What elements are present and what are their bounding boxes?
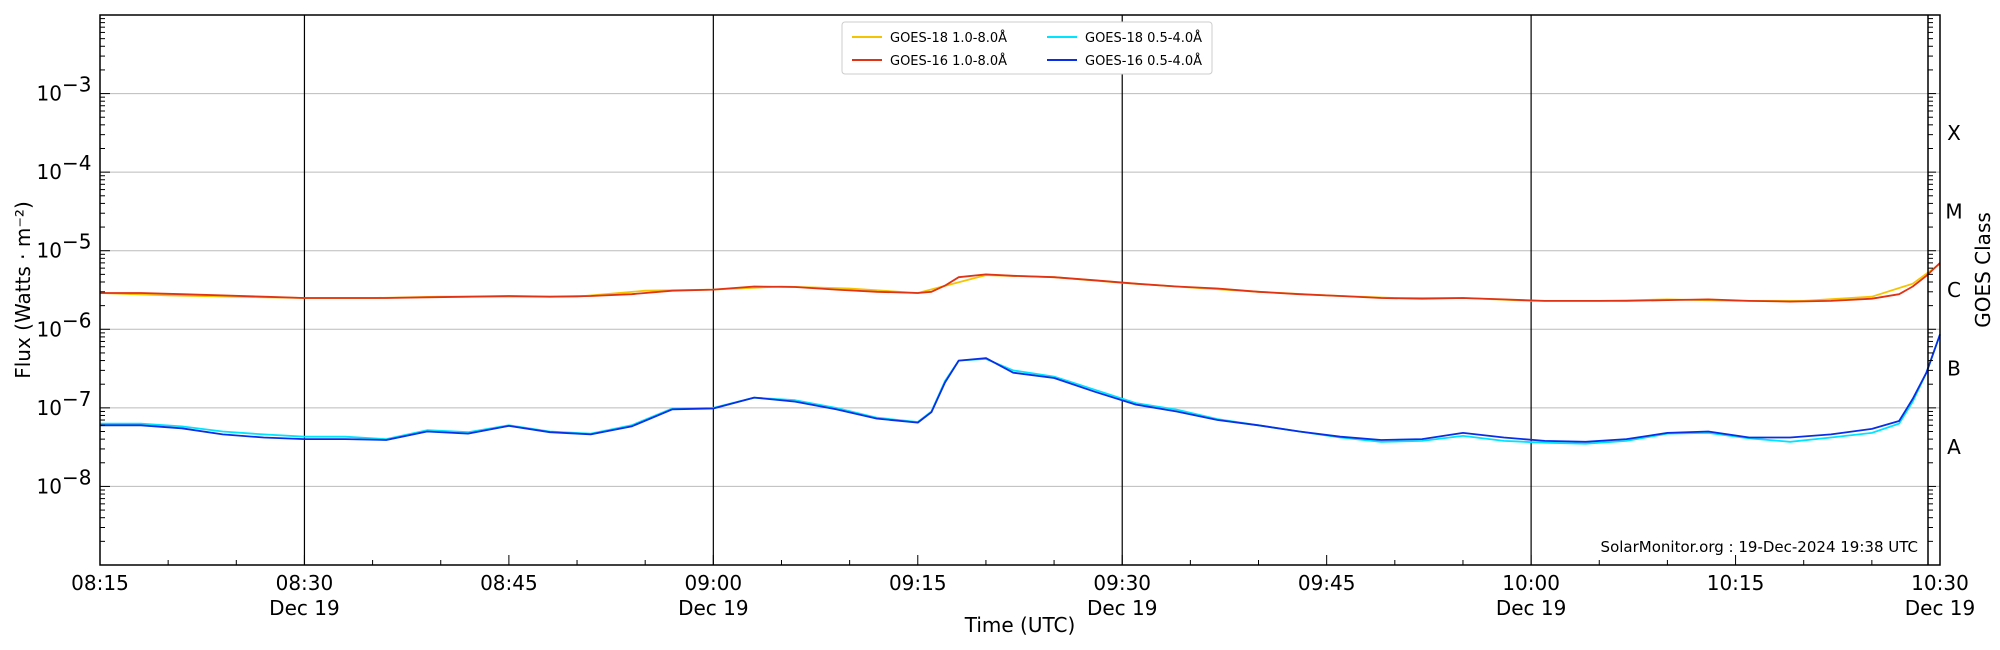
y-tick-base-4: 10 (37, 160, 62, 184)
goes-class-labels: A B C M X (1945, 121, 1962, 459)
y-tick-exp-5: −3 (62, 73, 91, 97)
axis-ticks (99, 14, 1941, 566)
y-tick-label-3: 10 −5 (37, 230, 92, 263)
x-tick-label-9: 10:30 (1911, 571, 1969, 595)
y-tick-base-1: 10 (37, 396, 62, 420)
goes-class-c: C (1947, 278, 1961, 302)
x-tick-label-6: 09:45 (1298, 571, 1356, 595)
x-tick-date-5: Dec 19 (1087, 596, 1158, 620)
y-tick-label-1: 10 −7 (37, 387, 92, 420)
legend-label-goes-16-1-0-8-0: GOES-16 1.0-8.0Å (890, 53, 1007, 69)
goes-class-m: M (1945, 199, 1962, 223)
x-tick-label-5: 09:30 (1093, 571, 1151, 595)
day-separator-lines (303, 15, 1532, 565)
y-tick-label-5: 10 −3 (37, 73, 92, 106)
x-tick-label-8: 10:15 (1707, 571, 1765, 595)
x-tick-date-7: Dec 19 (1496, 596, 1567, 620)
y-tick-base-0: 10 (37, 474, 62, 498)
y-tick-exp-1: −7 (62, 387, 91, 411)
goes-class-x: X (1947, 121, 1961, 145)
y-tick-base-2: 10 (37, 317, 62, 341)
y-axis-title: Flux (Watts · m⁻²) (11, 201, 35, 379)
goes-class-b: B (1947, 357, 1961, 381)
y-tick-base-3: 10 (37, 239, 62, 263)
legend: GOES-18 1.0-8.0Å GOES-18 0.5-4.0Å GOES-16 … (841, 21, 1213, 75)
x-tick-label-7: 10:00 (1502, 571, 1560, 595)
series-line-goes-16-0-5-4-0 (100, 334, 1941, 443)
y-tick-labels: 10−810−710−610−510−410−3 (37, 73, 92, 499)
series-line-goes-18-0-5-4-0 (100, 334, 1941, 445)
x-tick-label-0: 08:15 (71, 571, 129, 595)
goes-class-axis-title: GOES Class (1971, 212, 1995, 328)
legend-label-goes-18-0-5-4-0: GOES-18 0.5-4.0Å (1085, 30, 1202, 46)
x-axis-title: Time (UTC) (964, 613, 1076, 637)
y-tick-exp-0: −8 (62, 465, 91, 489)
gridlines (100, 93, 1940, 487)
x-tick-date-1: Dec 19 (269, 596, 340, 620)
y-tick-label-2: 10 −6 (37, 308, 92, 341)
legend-label-goes-18-1-0-8-0: GOES-18 1.0-8.0Å (890, 30, 1007, 46)
credit-annotation: SolarMonitor.org : 19-Dec-2024 19:38 UTC (1601, 538, 1918, 556)
goes-class-a: A (1947, 435, 1961, 459)
y-tick-label-0: 10 −8 (37, 465, 92, 498)
x-tick-date-3: Dec 19 (678, 596, 749, 620)
x-tick-label-3: 09:00 (685, 571, 743, 595)
legend-box (841, 21, 1213, 75)
y-tick-exp-3: −5 (62, 230, 91, 254)
y-tick-exp-2: −6 (62, 308, 91, 332)
flux-series (99, 262, 1941, 445)
y-tick-label-4: 10 −4 (37, 151, 92, 184)
x-tick-label-1: 08:30 (276, 571, 334, 595)
x-tick-label-4: 09:15 (889, 571, 947, 595)
x-tick-label-2: 08:45 (480, 571, 538, 595)
y-tick-base-5: 10 (37, 82, 62, 106)
series-line-goes-16-1-0-8-0 (100, 262, 1941, 303)
plot-frame (99, 14, 1941, 566)
legend-label-goes-16-0-5-4-0: GOES-16 0.5-4.0Å (1085, 53, 1202, 69)
x-tick-date-9: Dec 19 (1905, 596, 1976, 620)
y-tick-exp-4: −4 (62, 151, 91, 175)
